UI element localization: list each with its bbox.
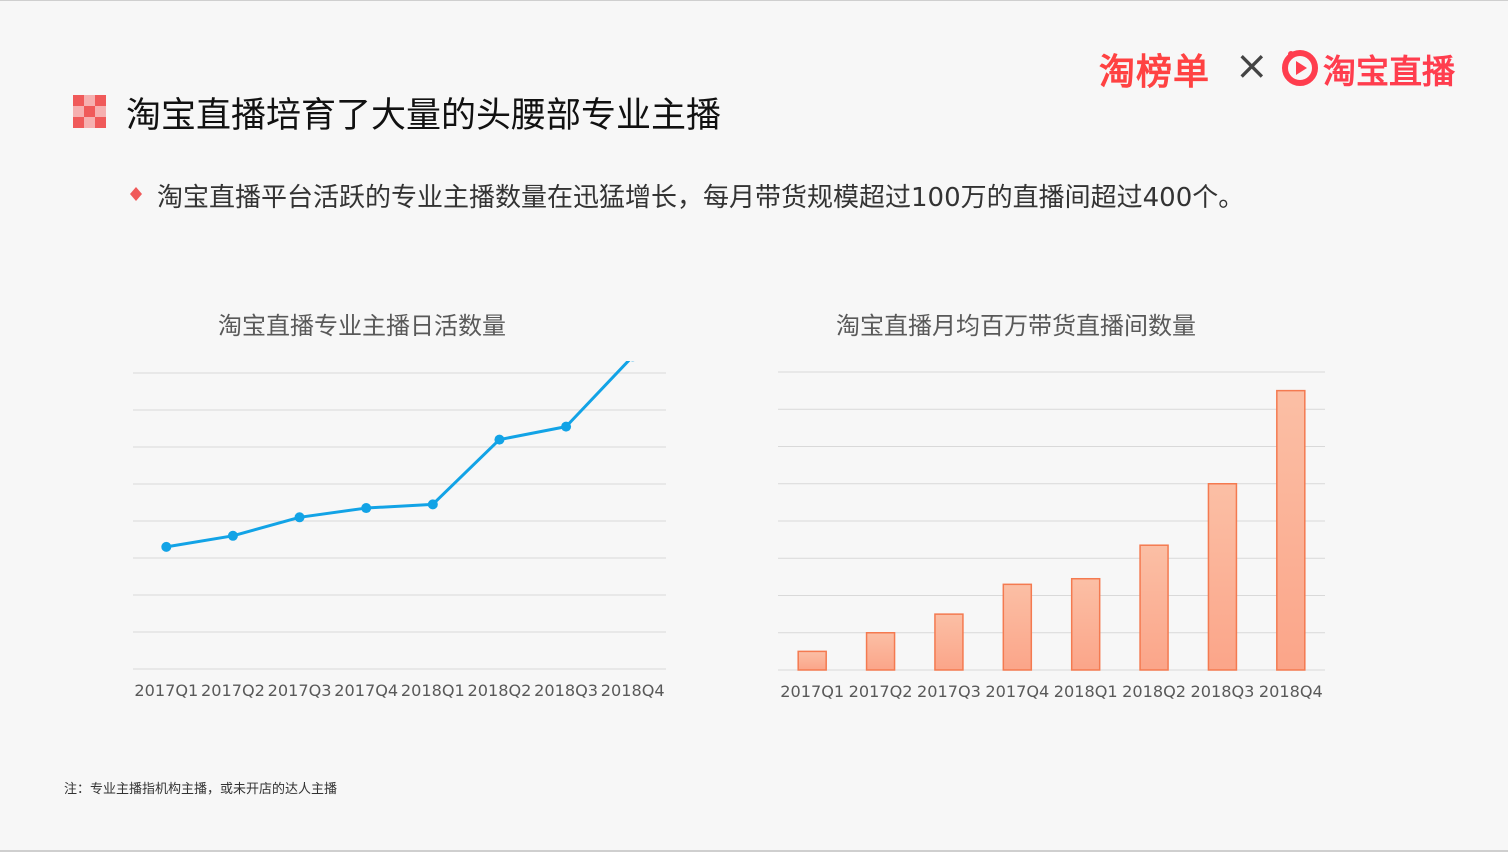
line-chart: 2017Q1 2017Q2 2017Q3 2017Q4 2018Q1 2018Q2 2018…: [133, 361, 666, 700]
data-point: [561, 421, 572, 432]
bar: [1070, 577, 1101, 671]
bar: [865, 632, 896, 671]
bar: [1139, 544, 1169, 671]
data-point: [161, 541, 172, 552]
x-tick-label: 2017Q3: [917, 682, 981, 701]
data-point: [294, 512, 305, 523]
x-tick-label: 2017Q1: [780, 682, 844, 701]
series-line: [166, 361, 631, 549]
x-tick-label: 2018Q3: [1190, 682, 1254, 701]
checker-icon: [73, 95, 106, 128]
bar: [1002, 583, 1033, 671]
x-tick-label: 2018Q2: [467, 681, 531, 700]
footnote: 注：专业主播指机构主播，或未开店的达人主播: [64, 782, 338, 797]
data-point: [427, 499, 438, 510]
x-tick-label: 2017Q1: [134, 681, 198, 700]
brand-logo: 淘榜单 × 淘宝直播: [1095, 41, 1465, 97]
bar-chart: 2017Q1 2017Q2 2017Q3 2017Q4 2018Q1 2018Q2 2018…: [778, 371, 1325, 701]
bar: [797, 650, 827, 671]
taobangdan-logo: 淘榜单: [1099, 52, 1211, 93]
x-tick-label: 2017Q4: [334, 681, 398, 700]
data-point: [494, 434, 505, 445]
x-tick-label: 2018Q3: [534, 681, 598, 700]
taobao-live-icon: [1282, 50, 1318, 86]
x-tick-label: 2017Q2: [849, 682, 913, 701]
x-tick-label: 2018Q1: [401, 681, 465, 700]
bar: [934, 613, 964, 671]
line-chart-title: 淘宝直播专业主播日活数量: [218, 312, 506, 340]
x-tick-label: 2017Q2: [201, 681, 265, 700]
summary-text: 淘宝直播平台活跃的专业主播数量在迅猛增长，每月带货规模超过100万的直播间超过4…: [157, 183, 1245, 213]
bar: [1207, 483, 1238, 671]
page-title: 淘宝直播培育了大量的头腰部专业主播: [126, 96, 722, 136]
x-tick-label: 2017Q3: [268, 681, 332, 700]
x-tick-label: 2018Q4: [601, 681, 665, 700]
x-tick-label: 2018Q4: [1259, 682, 1323, 701]
bar-chart-title: 淘宝直播月均百万带货直播间数量: [836, 312, 1196, 340]
logo-separator: ×: [1235, 43, 1269, 89]
taobao-live-logo: 淘宝直播: [1323, 52, 1455, 91]
data-point: [227, 530, 238, 541]
data-point: [361, 503, 372, 514]
x-tick-label: 2017Q4: [985, 682, 1049, 701]
diamond-bullet-icon: [130, 187, 142, 201]
bar: [1276, 389, 1306, 671]
x-tick-label: 2018Q2: [1122, 682, 1186, 701]
x-tick-label: 2018Q1: [1054, 682, 1118, 701]
